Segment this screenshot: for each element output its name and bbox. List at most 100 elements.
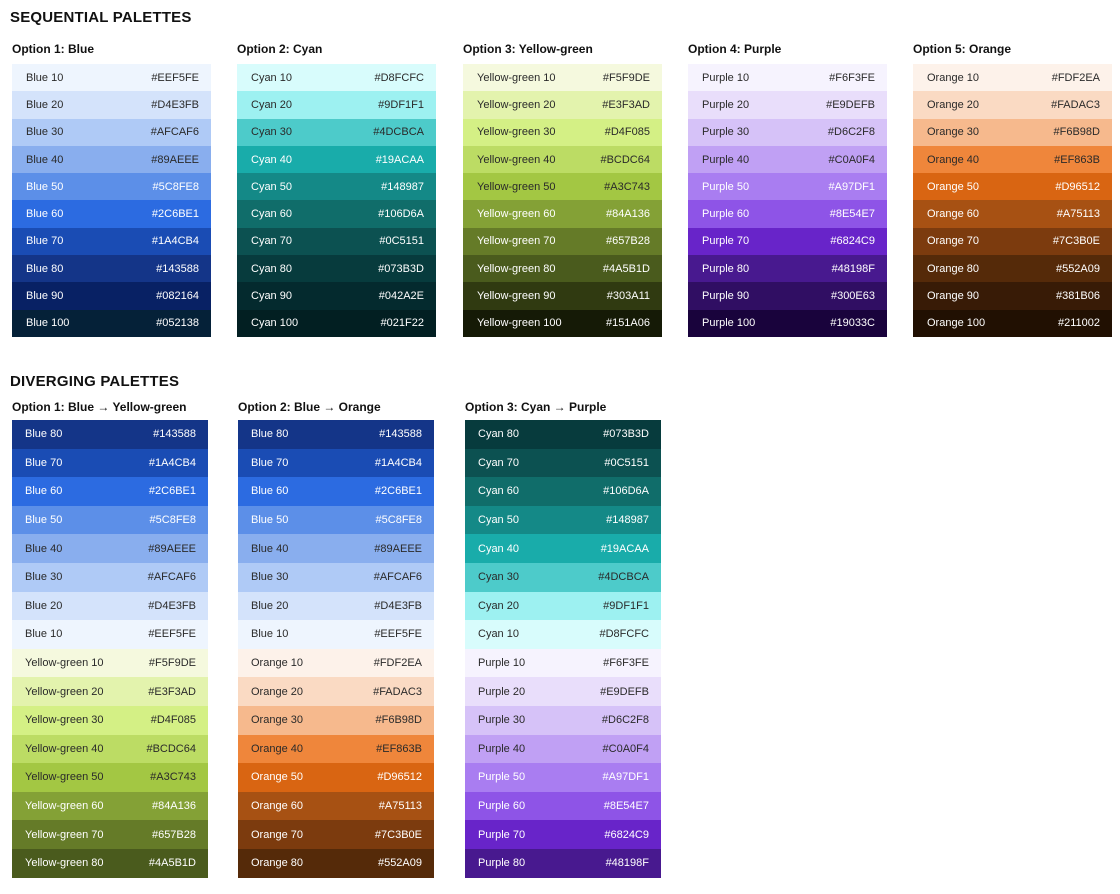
sequential-palette-purple: Option 4: Purple Purple 10 #F6F3FE Purple … <box>688 41 887 337</box>
swatch-yellow-green-90: Yellow-green 90 #303A11 <box>463 282 662 310</box>
swatch-name: Yellow-green 50 <box>25 771 104 784</box>
swatch-name: Yellow-green 60 <box>477 208 556 221</box>
swatch-blue-50: Blue 50 #5C8FE8 <box>12 505 208 535</box>
swatch-name: Cyan 80 <box>251 262 292 275</box>
swatch-name: Yellow-green 70 <box>477 235 556 248</box>
swatch-name: Cyan 10 <box>478 628 519 641</box>
swatch-hex: #106D6A <box>603 485 649 498</box>
swatch-cyan-70: Cyan 70 #0C5151 <box>465 448 661 478</box>
swatch-hex: #19ACAA <box>600 542 649 555</box>
swatch-hex: #4DCBCA <box>598 571 649 584</box>
swatch-name: Blue 50 <box>251 514 289 527</box>
swatch-purple-80: Purple 80 #48198F <box>465 848 661 878</box>
swatch-name: Cyan 10 <box>251 71 292 84</box>
swatch-hex: #7C3B0E <box>374 828 422 841</box>
swatch-cyan-80: Cyan 80 #073B3D <box>465 420 661 449</box>
swatch-name: Yellow-green 40 <box>25 742 104 755</box>
swatch-hex: #A75113 <box>378 800 422 813</box>
swatch-yellow-green-10: Yellow-green 10 #F5F9DE <box>12 648 208 678</box>
swatch-purple-60: Purple 60 #8E54E7 <box>465 791 661 821</box>
swatch-name: Blue 70 <box>251 456 289 469</box>
swatch-name: Yellow-green 70 <box>25 828 104 841</box>
swatch-cyan-100: Cyan 100 #021F22 <box>237 309 436 337</box>
swatch-hex: #8E54E7 <box>829 208 875 221</box>
swatch-name: Orange 10 <box>251 657 303 670</box>
swatch-name: Purple 60 <box>478 800 526 813</box>
swatch-blue-20: Blue 20 #D4E3FB <box>12 591 208 621</box>
swatch-yellow-green-20: Yellow-green 20 #E3F3AD <box>463 91 662 119</box>
swatch-orange-60: Orange 60 #A75113 <box>913 200 1112 228</box>
swatch-hex: #2C6BE1 <box>148 485 196 498</box>
swatch-hex: #AFCAF6 <box>147 571 196 584</box>
swatch-name: Blue 70 <box>26 235 64 248</box>
swatch-purple-30: Purple 30 #D6C2F8 <box>688 118 887 146</box>
swatch-name: Cyan 100 <box>251 317 299 330</box>
swatch-hex: #D4E3FB <box>148 599 196 612</box>
swatch-name: Cyan 70 <box>478 456 519 469</box>
swatch-blue-30: Blue 30 #AFCAF6 <box>238 562 434 592</box>
swatch-orange-40: Orange 40 #EF863B <box>913 145 1112 174</box>
swatch-purple-20: Purple 20 #E9DEFB <box>688 91 887 119</box>
swatch-name: Orange 70 <box>251 828 303 841</box>
swatch-orange-30: Orange 30 #F6B98D <box>913 118 1112 146</box>
swatch-hex: #657B28 <box>605 235 650 248</box>
swatch-name: Orange 100 <box>927 317 986 330</box>
swatch-list: Cyan 10 #D8FCFC Cyan 20 #9DF1F1 Cyan 30 #4DCB… <box>237 64 436 337</box>
palette-title: Option 4: Purple <box>688 42 782 56</box>
swatch-name: Cyan 50 <box>478 514 519 527</box>
swatch-name: Purple 90 <box>702 290 750 303</box>
swatch-name: Blue 10 <box>26 71 64 84</box>
swatch-blue-80: Blue 80 #143588 <box>12 255 211 283</box>
swatch-name: Yellow-green 20 <box>477 98 556 111</box>
swatch-cyan-20: Cyan 20 #9DF1F1 <box>465 591 661 621</box>
swatch-name: Blue 40 <box>26 153 64 166</box>
swatch-cyan-30: Cyan 30 #4DCBCA <box>237 118 436 146</box>
swatch-blue-60: Blue 60 #2C6BE1 <box>12 200 211 228</box>
swatch-hex: #211002 <box>1057 317 1100 330</box>
swatch-hex: #EF863B <box>376 742 422 755</box>
swatch-cyan-50: Cyan 50 #148987 <box>237 173 436 201</box>
swatch-orange-50: Orange 50 #D96512 <box>238 763 434 792</box>
palette-title: Option 1: Blue → Yellow-green <box>12 400 187 414</box>
swatch-name: Purple 40 <box>478 742 526 755</box>
swatch-cyan-70: Cyan 70 #0C5151 <box>237 227 436 256</box>
swatch-hex: #4DCBCA <box>373 126 424 139</box>
sequential-palette-cyan: Option 2: Cyan Cyan 10 #D8FCFC Cyan 20 #9DF… <box>237 41 436 337</box>
swatch-name: Purple 10 <box>702 71 750 84</box>
swatch-name: Blue 50 <box>25 514 63 527</box>
swatch-hex: #0C5151 <box>604 456 649 469</box>
swatch-name: Cyan 60 <box>251 208 292 221</box>
swatch-orange-60: Orange 60 #A75113 <box>238 791 434 821</box>
swatch-blue-30: Blue 30 #AFCAF6 <box>12 118 211 146</box>
swatch-purple-100: Purple 100 #19033C <box>688 309 887 337</box>
swatch-name: Yellow-green 90 <box>477 290 556 303</box>
swatch-blue-20: Blue 20 #D4E3FB <box>238 591 434 621</box>
swatch-hex: #1A4CB4 <box>151 235 199 248</box>
swatch-name: Purple 70 <box>478 828 526 841</box>
swatch-name: Blue 60 <box>26 208 64 221</box>
swatch-blue-80: Blue 80 #143588 <box>238 420 434 449</box>
swatch-blue-100: Blue 100 #052138 <box>12 309 211 337</box>
palette-title: Option 2: Blue → Orange <box>238 400 381 414</box>
swatch-hex: #D6C2F8 <box>601 714 649 727</box>
swatch-hex: #F6B98D <box>375 714 422 727</box>
swatch-hex: #1A4CB4 <box>148 456 196 469</box>
swatch-blue-80: Blue 80 #143588 <box>12 420 208 449</box>
swatch-name: Orange 50 <box>927 180 979 193</box>
swatch-name: Orange 40 <box>251 742 303 755</box>
diverging-palette-blue-orange: Option 2: Blue → Orange Blue 80 #143588 Bl… <box>238 399 434 878</box>
swatch-orange-80: Orange 80 #552A09 <box>913 255 1112 283</box>
swatch-name: Cyan 30 <box>478 571 519 584</box>
swatch-blue-20: Blue 20 #D4E3FB <box>12 91 211 119</box>
swatch-cyan-60: Cyan 60 #106D6A <box>465 477 661 506</box>
swatch-name: Orange 30 <box>927 126 979 139</box>
swatch-hex: #D4F085 <box>150 714 196 727</box>
swatch-yellow-green-80: Yellow-green 80 #4A5B1D <box>463 255 662 283</box>
swatch-name: Yellow-green 10 <box>25 657 104 670</box>
swatch-purple-20: Purple 20 #E9DEFB <box>465 677 661 706</box>
swatch-purple-30: Purple 30 #D6C2F8 <box>465 705 661 735</box>
swatch-yellow-green-20: Yellow-green 20 #E3F3AD <box>12 677 208 706</box>
swatch-blue-40: Blue 40 #89AEEE <box>238 534 434 563</box>
swatch-blue-90: Blue 90 #082164 <box>12 282 211 310</box>
swatch-hex: #F5F9DE <box>602 71 650 84</box>
